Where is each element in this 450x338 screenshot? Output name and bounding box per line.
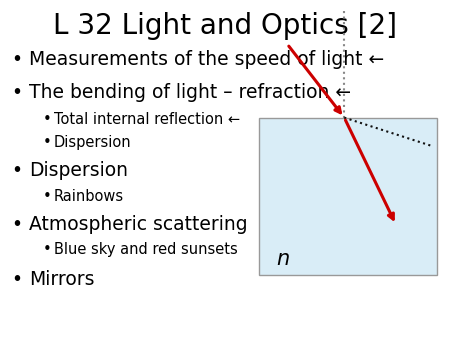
Text: •: • (43, 189, 51, 204)
Text: •: • (43, 135, 51, 150)
Text: The bending of light – refraction ←: The bending of light – refraction ← (29, 83, 351, 102)
Text: L 32 Light and Optics [2]: L 32 Light and Optics [2] (53, 12, 397, 40)
Text: •: • (43, 242, 51, 257)
Text: •: • (11, 215, 22, 234)
Text: Atmospheric scattering: Atmospheric scattering (29, 215, 248, 234)
Text: •: • (11, 270, 22, 289)
Text: Total internal reflection ←: Total internal reflection ← (54, 112, 240, 127)
Text: n: n (277, 248, 290, 269)
Bar (259, 118, 436, 275)
Text: Dispersion: Dispersion (54, 135, 131, 150)
Text: Rainbows: Rainbows (54, 189, 124, 204)
Text: Mirrors: Mirrors (29, 270, 95, 289)
Text: •: • (11, 83, 22, 102)
Text: Measurements of the speed of light ←: Measurements of the speed of light ← (29, 50, 384, 69)
Text: •: • (11, 50, 22, 69)
Text: Blue sky and red sunsets: Blue sky and red sunsets (54, 242, 238, 257)
Text: •: • (43, 112, 51, 127)
Text: •: • (11, 161, 22, 180)
Text: Dispersion: Dispersion (29, 161, 128, 180)
